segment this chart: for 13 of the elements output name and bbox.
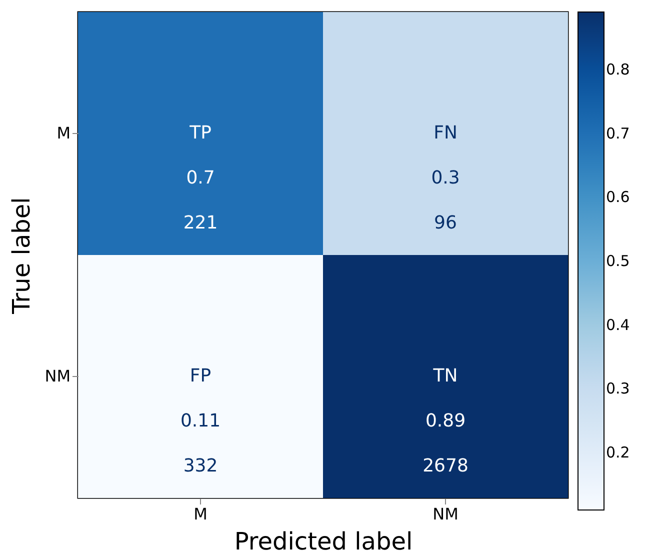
color-bar-label: 0.7 — [606, 124, 630, 142]
text: FP 0.11 332 — [180, 366, 221, 476]
color-bar-label: 0.2 — [606, 444, 630, 462]
color-bar-label: 0.6 — [606, 188, 630, 206]
color-bar-label: 0.8 — [606, 60, 630, 78]
text: TP 0.7 221 — [183, 122, 218, 234]
x-axis-title: Predicted label — [234, 528, 413, 556]
text: TN 0.89 2678 — [422, 366, 468, 476]
y-axis-title: True label — [8, 197, 36, 315]
text: FN 0.3 96 — [431, 122, 460, 234]
color-bar-label: 0.4 — [606, 316, 630, 334]
color-bar-label: 0.5 — [606, 252, 630, 270]
color-bar-label: 0.3 — [606, 380, 630, 398]
